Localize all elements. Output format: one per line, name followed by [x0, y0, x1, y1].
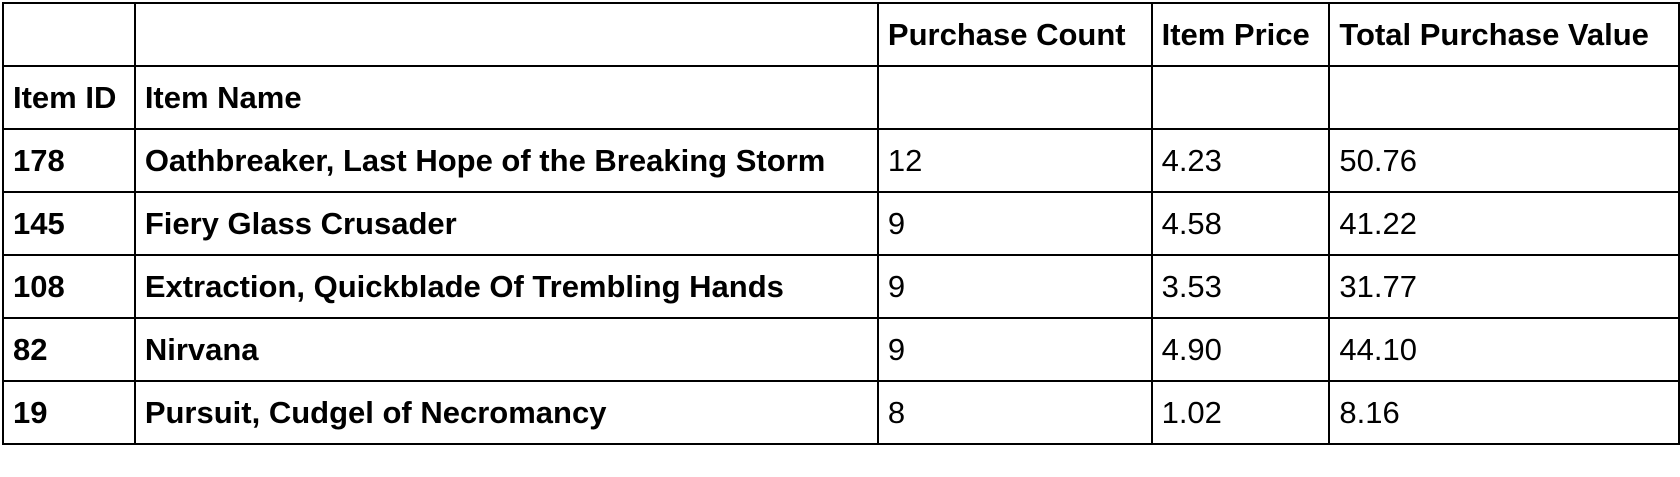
- item-id-cell: 19: [2, 380, 136, 445]
- total-purchase-value-cell: 41.22: [1328, 191, 1680, 256]
- table-row: 178 Oathbreaker, Last Hope of the Breaki…: [2, 128, 1680, 193]
- index-name-row: Item ID Item Name: [2, 65, 1680, 130]
- blank-header-cell: [133, 2, 879, 67]
- item-price-cell: 4.90: [1150, 317, 1331, 382]
- item-price-cell: 3.53: [1150, 254, 1331, 319]
- table-body: 178 Oathbreaker, Last Hope of the Breaki…: [2, 128, 1680, 445]
- total-purchase-value-cell: 44.10: [1328, 317, 1680, 382]
- table-row: 108 Extraction, Quickblade Of Trembling …: [2, 254, 1680, 319]
- dataframe-table: Purchase Count Item Price Total Purchase…: [2, 2, 1680, 445]
- item-id-cell: 82: [2, 317, 136, 382]
- column-header-item-price: Item Price: [1150, 2, 1331, 67]
- blank-header-cell: [876, 65, 1153, 130]
- item-price-cell: 1.02: [1150, 380, 1331, 445]
- blank-header-cell: [1328, 65, 1680, 130]
- item-price-cell: 4.23: [1150, 128, 1331, 193]
- item-id-cell: 178: [2, 128, 136, 193]
- index-header-item-id: Item ID: [2, 65, 136, 130]
- table-header: Purchase Count Item Price Total Purchase…: [2, 2, 1680, 130]
- purchase-count-cell: 9: [876, 317, 1153, 382]
- item-name-cell: Extraction, Quickblade Of Trembling Hand…: [133, 254, 879, 319]
- total-purchase-value-cell: 31.77: [1328, 254, 1680, 319]
- column-header-total-purchase-value: Total Purchase Value: [1328, 2, 1680, 67]
- item-name-cell: Fiery Glass Crusader: [133, 191, 879, 256]
- purchase-count-cell: 9: [876, 191, 1153, 256]
- item-name-cell: Nirvana: [133, 317, 879, 382]
- blank-header-cell: [2, 2, 136, 67]
- purchase-count-cell: 12: [876, 128, 1153, 193]
- table-row: 145 Fiery Glass Crusader 9 4.58 41.22: [2, 191, 1680, 256]
- item-name-cell: Pursuit, Cudgel of Necromancy: [133, 380, 879, 445]
- total-purchase-value-cell: 50.76: [1328, 128, 1680, 193]
- purchase-count-cell: 8: [876, 380, 1153, 445]
- item-name-cell: Oathbreaker, Last Hope of the Breaking S…: [133, 128, 879, 193]
- total-purchase-value-cell: 8.16: [1328, 380, 1680, 445]
- purchase-count-cell: 9: [876, 254, 1153, 319]
- column-header-row: Purchase Count Item Price Total Purchase…: [2, 2, 1680, 67]
- index-header-item-name: Item Name: [133, 65, 879, 130]
- table-row: 82 Nirvana 9 4.90 44.10: [2, 317, 1680, 382]
- item-price-cell: 4.58: [1150, 191, 1331, 256]
- item-id-cell: 108: [2, 254, 136, 319]
- column-header-purchase-count: Purchase Count: [876, 2, 1153, 67]
- item-id-cell: 145: [2, 191, 136, 256]
- table-row: 19 Pursuit, Cudgel of Necromancy 8 1.02 …: [2, 380, 1680, 445]
- blank-header-cell: [1150, 65, 1331, 130]
